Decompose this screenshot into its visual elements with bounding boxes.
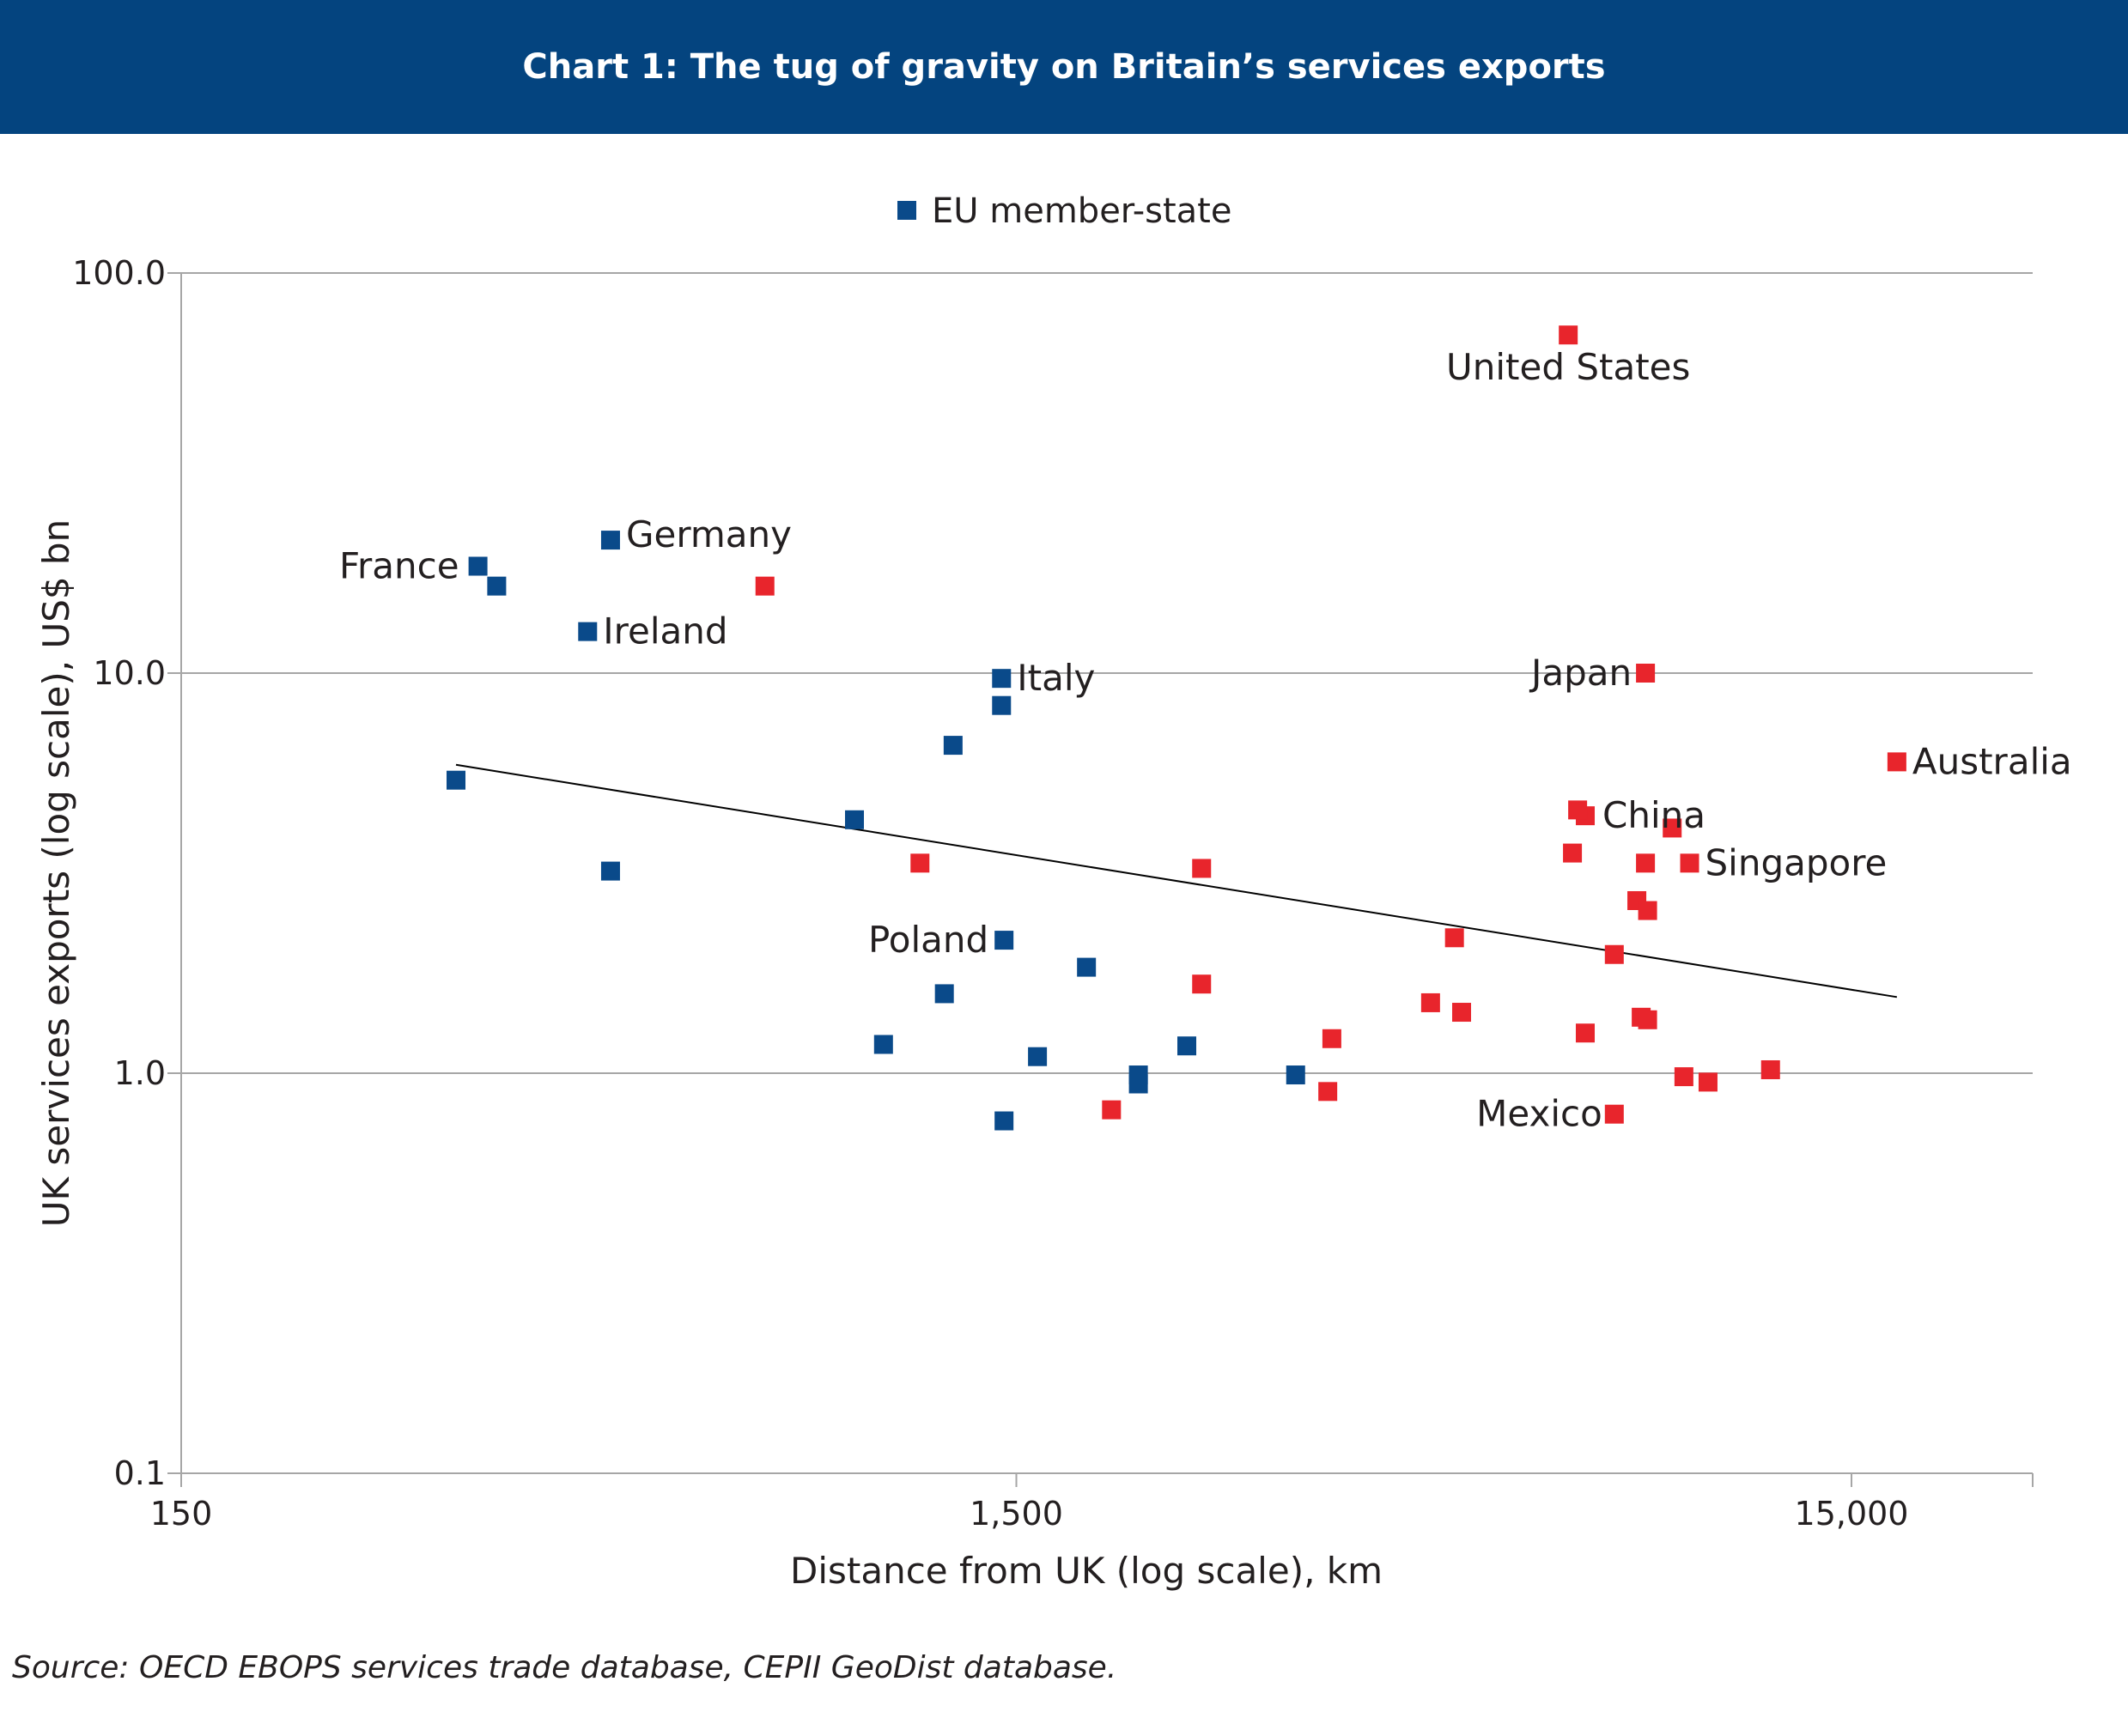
data-point-eu	[487, 576, 507, 596]
point-label: Singapore	[1705, 841, 1888, 883]
data-point-non-eu	[1604, 944, 1624, 964]
y-tick-label: 10.0	[93, 654, 166, 692]
data-point-eu	[578, 622, 598, 641]
data-point-non-eu	[1563, 843, 1583, 863]
point-label: United States	[1446, 346, 1690, 388]
point-label: Germany	[626, 513, 792, 555]
data-point-eu	[1028, 1047, 1048, 1066]
data-point-non-eu	[755, 576, 775, 596]
point-label: Ireland	[603, 610, 727, 653]
trend-line	[455, 763, 1898, 999]
data-point-eu	[1286, 1065, 1305, 1085]
data-point-non-eu	[1452, 1003, 1472, 1023]
data-point-non-eu	[910, 853, 930, 873]
data-point-non-eu	[1604, 1104, 1624, 1124]
data-point-eu	[447, 770, 466, 790]
data-point-non-eu	[1638, 901, 1657, 920]
data-point-eu	[600, 531, 620, 550]
x-tick-label: 1,500	[970, 1495, 1063, 1533]
data-point-eu	[992, 669, 1012, 689]
chart-title: Chart 1: The tug of gravity on Britain’s…	[522, 47, 1606, 87]
point-label: Australia	[1912, 740, 2072, 782]
x-tick-label: 15,000	[1795, 1495, 1909, 1533]
scatter-chart: France Ireland Germany Italy Poland United St…	[35, 191, 2072, 1592]
y-tick-label: 100.0	[72, 254, 166, 292]
data-point-non-eu	[1760, 1059, 1780, 1079]
data-point-eu	[934, 984, 954, 1004]
data-point-non-eu	[1638, 1010, 1657, 1029]
data-point-non-eu	[1680, 853, 1699, 873]
legend-marker-eu	[897, 201, 916, 220]
data-point-eu	[943, 736, 963, 756]
data-point-eu	[845, 810, 865, 829]
data-point-non-eu	[1318, 1082, 1338, 1102]
data-point-non-eu	[1420, 992, 1440, 1012]
data-point-eu	[994, 931, 1014, 950]
data-point-eu	[992, 695, 1012, 715]
point-label: Italy	[1017, 657, 1095, 699]
data-point-non-eu	[1887, 752, 1906, 772]
data-point-non-eu	[1698, 1072, 1718, 1092]
data-point-non-eu	[1559, 325, 1578, 345]
y-tick-label: 1.0	[114, 1054, 166, 1092]
data-point-non-eu	[1322, 1029, 1341, 1048]
data-point-eu	[873, 1035, 893, 1054]
point-label: Mexico	[1476, 1093, 1602, 1135]
data-point-non-eu	[1636, 664, 1656, 683]
y-tick-label: 0.1	[114, 1454, 166, 1492]
data-point-non-eu	[1636, 853, 1656, 873]
data-point-non-eu	[1444, 928, 1464, 948]
chart-header: Chart 1: The tug of gravity on Britain’s…	[0, 0, 2128, 134]
data-point-eu	[468, 556, 488, 576]
point-label: France	[339, 544, 459, 586]
data-point-eu	[994, 1111, 1014, 1131]
data-point-eu	[1128, 1074, 1148, 1094]
point-label: China	[1602, 794, 1705, 836]
y-axis-title: UK services exports (log scale), US$ bn	[35, 519, 77, 1227]
data-point-non-eu	[1576, 1023, 1596, 1043]
data-point-non-eu	[1674, 1067, 1693, 1087]
x-axis-title: Distance from UK (log scale), km	[790, 1550, 1383, 1592]
data-point-non-eu	[1102, 1100, 1122, 1120]
data-point-eu	[600, 861, 620, 881]
point-label: Poland	[868, 919, 988, 961]
data-point-eu	[1077, 957, 1097, 977]
data-point-eu	[1177, 1036, 1197, 1056]
data-point-non-eu	[1663, 818, 1682, 838]
data-point-non-eu	[1192, 974, 1212, 994]
data-point-non-eu	[1568, 800, 1588, 820]
source-note: Source: OECD EBOPS services trade databa…	[12, 1650, 1117, 1685]
legend-label-eu: EU member-state	[932, 191, 1231, 231]
point-label: Japan	[1529, 652, 1632, 694]
data-point-non-eu	[1192, 859, 1212, 878]
x-tick-label: 150	[150, 1495, 213, 1533]
